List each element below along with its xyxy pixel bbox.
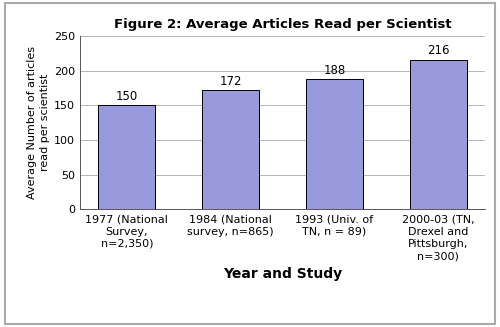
Text: 150: 150 — [116, 90, 138, 103]
Bar — [410, 60, 467, 209]
Y-axis label: Average Number of articles
read per scientist: Average Number of articles read per scie… — [26, 46, 50, 199]
Text: 172: 172 — [220, 75, 242, 88]
X-axis label: Year and Study: Year and Study — [223, 267, 342, 281]
Bar — [306, 79, 363, 209]
Text: 216: 216 — [427, 44, 450, 58]
Text: 188: 188 — [323, 64, 345, 77]
Bar — [202, 90, 259, 209]
Title: Figure 2: Average Articles Read per Scientist: Figure 2: Average Articles Read per Scie… — [114, 18, 452, 31]
Bar — [98, 105, 156, 209]
